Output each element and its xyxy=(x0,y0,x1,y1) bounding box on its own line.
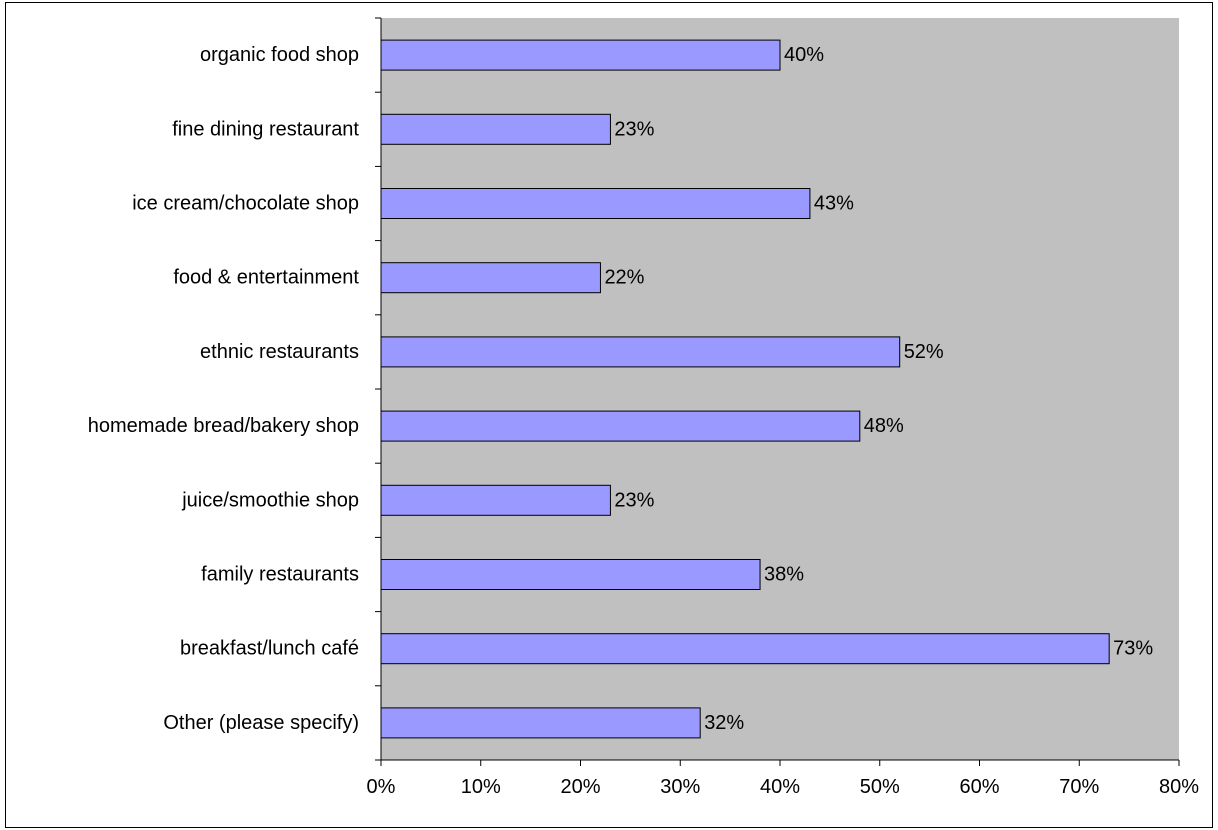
category-label: Other (please specify) xyxy=(163,712,359,734)
category-label: fine dining restaurant xyxy=(172,118,359,140)
x-tick-label: 80% xyxy=(1159,776,1199,798)
data-label: 40% xyxy=(784,44,824,66)
category-label: homemade bread/bakery shop xyxy=(88,415,359,437)
data-label: 23% xyxy=(614,489,654,511)
x-tick-label: 40% xyxy=(760,776,800,798)
category-label: ice cream/chocolate shop xyxy=(132,193,359,215)
category-label: juice/smoothie shop xyxy=(181,489,359,511)
data-label: 52% xyxy=(904,341,944,363)
bar xyxy=(380,484,611,516)
x-tick-label: 10% xyxy=(461,776,501,798)
bar xyxy=(380,559,761,590)
data-label: 48% xyxy=(864,415,904,437)
x-tick-label: 60% xyxy=(959,776,999,798)
x-tick-label: 30% xyxy=(660,776,700,798)
category-label: family restaurants xyxy=(201,564,359,586)
category-label: breakfast/lunch café xyxy=(180,638,359,660)
bar xyxy=(380,707,701,739)
bar xyxy=(380,336,901,368)
data-label: 23% xyxy=(614,118,654,140)
data-label: 73% xyxy=(1113,638,1153,660)
x-tick-label: 20% xyxy=(560,776,600,798)
bar xyxy=(380,262,601,294)
data-label: 43% xyxy=(814,193,854,215)
bar xyxy=(380,113,611,145)
category-label: organic food shop xyxy=(200,44,359,66)
data-label: 22% xyxy=(604,267,644,289)
data-label: 32% xyxy=(704,712,744,734)
bar xyxy=(380,410,861,442)
bar xyxy=(380,188,811,219)
category-label: ethnic restaurants xyxy=(200,341,359,363)
bar xyxy=(380,633,1110,665)
x-tick-label: 50% xyxy=(860,776,900,798)
data-label: 38% xyxy=(764,564,804,586)
x-tick-label: 0% xyxy=(367,776,396,798)
bar xyxy=(380,39,781,71)
category-label: food & entertainment xyxy=(173,267,359,289)
x-tick-label: 70% xyxy=(1059,776,1099,798)
